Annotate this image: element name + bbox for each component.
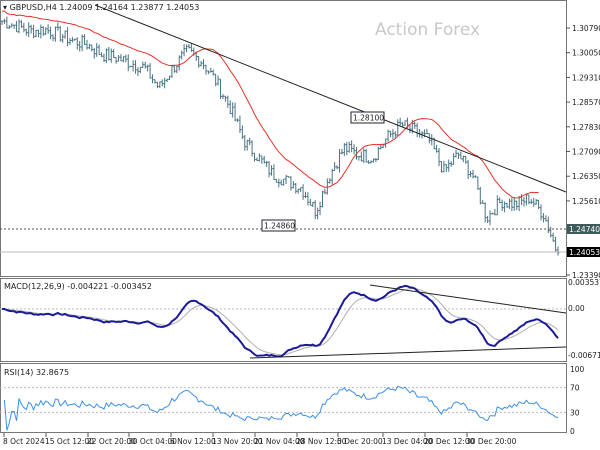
symbol-values: GBPUSD,H4 1.24009 1.24164 1.23877 1.2405…	[9, 3, 200, 12]
resistance-trendline	[94, 4, 567, 193]
time-tick-label: 15 Oct 12:00	[45, 437, 94, 446]
high-label: 1.28100	[353, 114, 384, 123]
time-tick-label: 21 Nov 04:00	[254, 437, 305, 446]
rsi-tick-label: 0	[570, 427, 575, 436]
macd-line	[1, 284, 559, 358]
rsi-panel	[0, 363, 567, 433]
time-tick-label: 28 Nov 12:00	[296, 437, 347, 446]
price-tick-label: 1.30790	[572, 24, 600, 33]
macd-tick-label: 0.003537	[568, 278, 600, 287]
macd-support-trendline	[249, 346, 567, 359]
current-price-label: 1.24053	[569, 248, 600, 257]
rsi-tick-label: 100	[570, 365, 585, 374]
time-tick-label: 30 Oct 04:00	[128, 437, 177, 446]
price-tick-label: 1.25610	[572, 197, 600, 206]
level-label-bg	[567, 224, 600, 234]
macd-panel	[0, 278, 567, 362]
low-label: 1.24860	[264, 222, 295, 231]
price-tick-label: 1.29310	[572, 73, 600, 82]
price-tick-label: 1.26350	[572, 172, 600, 181]
time-tick-label: 30 Dec 20:00	[466, 437, 517, 446]
rsi-tick-label: 30	[570, 408, 580, 417]
time-tick-label: 22 Oct 20:00	[87, 437, 136, 446]
time-tick-label: 20 Dec 12:00	[424, 437, 475, 446]
current-price-bg	[567, 247, 600, 257]
price-tick-label: 1.28570	[572, 98, 600, 107]
price-tick-label: 1.30050	[572, 49, 600, 58]
level-label: 1.24740	[569, 225, 600, 234]
watermark: Action Forex	[375, 20, 481, 40]
rsi-tick-label: 70	[570, 384, 580, 393]
moving-average-line	[1, 10, 539, 199]
rsi-line	[3, 385, 559, 431]
time-tick-label: 8 Oct 2024	[3, 437, 45, 446]
time-tick-label: 13 Nov 20:00	[212, 437, 263, 446]
macd-tick-label: 0.00	[568, 304, 585, 313]
price-tick-label: 1.27830	[572, 123, 600, 132]
main-panel	[0, 0, 567, 277]
high-label-box	[350, 111, 385, 124]
macd-header: MACD(12,26,9) -0.004221 -0.003452	[4, 282, 152, 291]
time-tick-label: 13 Dec 04:00	[382, 437, 433, 446]
macd-resistance-trendline	[369, 284, 567, 314]
price-tick-label: 1.23390	[572, 271, 600, 280]
time-tick-label: 5 Dec 20:00	[337, 437, 383, 446]
price-tick-label: 1.27090	[572, 148, 600, 157]
symbol-header: ▾ GBPUSD,H4 1.24009 1.24164 1.23877 1.24…	[3, 3, 200, 12]
macd-signal-line	[1, 288, 559, 356]
low-label-box	[261, 219, 296, 232]
rsi-header: RSI(14) 32.8675	[4, 368, 70, 377]
time-tick-label: 6 Nov 12:00	[170, 437, 216, 446]
